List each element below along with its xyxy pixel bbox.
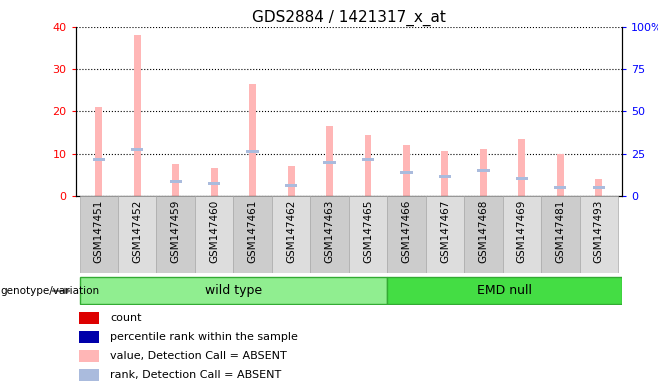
Bar [519,139,525,196]
Text: GSM147463: GSM147463 [324,200,334,263]
Bar [387,277,622,304]
Bar [477,169,490,172]
Bar [170,180,182,182]
Text: GSM147481: GSM147481 [555,200,565,263]
Bar [580,196,618,273]
Text: value, Detection Call = ABSENT: value, Detection Call = ABSENT [110,351,287,361]
Bar [541,196,580,273]
Text: GSM147468: GSM147468 [478,200,488,263]
Bar [157,196,195,273]
Bar [387,196,426,273]
Text: GSM147467: GSM147467 [440,200,450,263]
Text: EMD null: EMD null [477,284,532,297]
Bar [80,277,387,304]
Bar [554,186,567,189]
Text: count: count [110,313,141,323]
Text: GSM147460: GSM147460 [209,200,219,263]
Text: GSM147465: GSM147465 [363,200,373,263]
Bar [80,313,99,324]
Bar [80,196,118,273]
Bar [80,369,99,381]
Bar [349,196,387,273]
Bar [118,196,157,273]
Bar [195,196,234,273]
Bar [503,196,541,273]
Bar [400,171,413,174]
Bar [311,196,349,273]
Bar [480,149,487,196]
Bar [80,350,99,362]
Text: wild type: wild type [205,284,262,297]
Bar [362,159,374,161]
Bar [247,150,259,153]
Text: GSM147462: GSM147462 [286,200,296,263]
Bar [95,107,102,196]
Bar [211,169,218,196]
Text: GSM147451: GSM147451 [93,200,104,263]
Text: GSM147469: GSM147469 [517,200,527,263]
Text: GSM147452: GSM147452 [132,200,142,263]
Text: GSM147461: GSM147461 [247,200,257,263]
Bar [131,148,143,151]
Text: GSM147459: GSM147459 [170,200,181,263]
Bar [326,126,333,196]
Bar [288,166,295,196]
Bar [439,175,451,178]
Bar [323,161,336,164]
Bar [595,179,602,196]
Bar [464,196,503,273]
Bar [172,164,179,196]
Bar [557,154,564,196]
Text: GSM147493: GSM147493 [594,200,604,263]
Bar [134,35,141,196]
Title: GDS2884 / 1421317_x_at: GDS2884 / 1421317_x_at [252,9,445,25]
Bar [516,177,528,180]
Bar [403,145,410,196]
Text: genotype/variation: genotype/variation [0,286,99,296]
Bar [426,196,464,273]
Bar [234,196,272,273]
Bar [285,184,297,187]
Text: GSM147466: GSM147466 [401,200,411,263]
Bar [442,152,448,196]
Bar [80,331,99,343]
Bar [93,159,105,161]
Text: rank, Detection Call = ABSENT: rank, Detection Call = ABSENT [110,370,282,380]
Bar [593,186,605,189]
Bar [249,84,256,196]
Bar [272,196,311,273]
Text: percentile rank within the sample: percentile rank within the sample [110,332,298,342]
Bar [365,135,371,196]
Bar [208,182,220,185]
